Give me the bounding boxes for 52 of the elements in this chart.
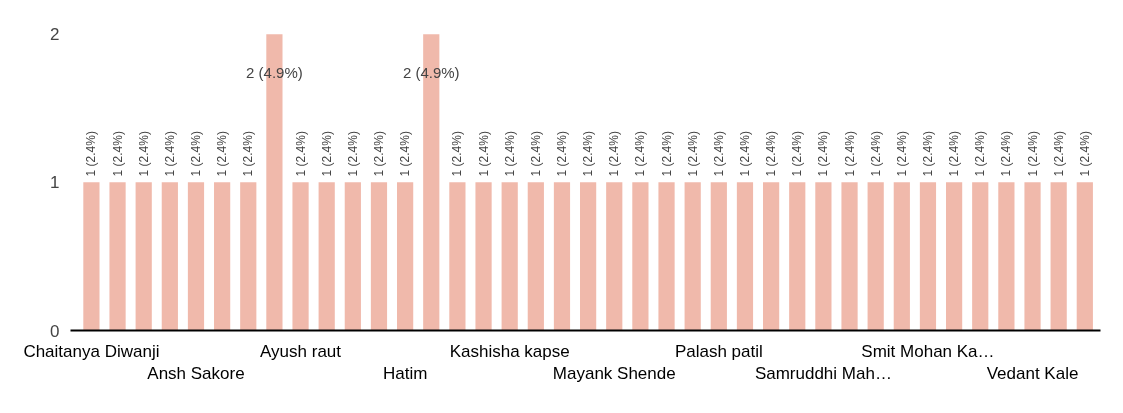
data-label: 1 (2.4%)	[188, 131, 203, 177]
x-tick-label: Vedant Kale	[986, 364, 1079, 384]
data-label: 1 (2.4%)	[868, 131, 883, 177]
data-label: 1 (2.4%)	[920, 131, 935, 177]
data-label: 1 (2.4%)	[162, 131, 177, 177]
x-tick-label: Ayush raut	[260, 341, 342, 361]
x-tick-label: Chaitanya Diwanji	[23, 341, 160, 361]
data-label: 1 (2.4%)	[84, 131, 99, 177]
data-label: 1 (2.4%)	[685, 131, 700, 177]
data-label: 1 (2.4%)	[711, 131, 726, 177]
data-label: 1 (2.4%)	[1051, 131, 1066, 177]
data-label: 1 (2.4%)	[241, 131, 256, 177]
x-tick-label: Hatim	[382, 364, 428, 384]
x-tick-label: Mayank Shende	[552, 364, 676, 384]
x-tick-label: Kashisha kapse	[449, 341, 570, 361]
data-label: 1 (2.4%)	[999, 131, 1014, 177]
data-label: 1 (2.4%)	[502, 131, 517, 177]
data-label: 1 (2.4%)	[110, 131, 125, 177]
data-label: 1 (2.4%)	[450, 131, 465, 177]
x-tick-label: Samruddhi Mah…	[754, 364, 892, 384]
y-tick-label: 2	[50, 25, 60, 45]
data-label: 1 (2.4%)	[293, 131, 308, 177]
data-label: 1 (2.4%)	[659, 131, 674, 177]
data-label: 1 (2.4%)	[528, 131, 543, 177]
data-label: 1 (2.4%)	[345, 131, 360, 177]
data-label: 1 (2.4%)	[581, 131, 596, 177]
x-tick-label: Ansh Sakore	[147, 364, 245, 384]
y-tick-label: 1	[50, 173, 60, 193]
data-label: 2 (4.9%)	[402, 64, 460, 82]
data-label: 1 (2.4%)	[1077, 131, 1092, 177]
data-label: 1 (2.4%)	[136, 131, 151, 177]
data-label: 1 (2.4%)	[398, 131, 413, 177]
data-label: 1 (2.4%)	[1025, 131, 1040, 177]
data-label: 1 (2.4%)	[737, 131, 752, 177]
data-label: 2 (4.9%)	[246, 64, 303, 82]
data-label: 1 (2.4%)	[476, 131, 491, 177]
data-label: 1 (2.4%)	[371, 131, 386, 177]
data-label: 1 (2.4%)	[816, 131, 831, 177]
data-label: 1 (2.4%)	[215, 131, 230, 177]
x-tick-label: Smit Mohan Ka…	[861, 341, 995, 361]
data-label: 1 (2.4%)	[973, 131, 988, 177]
data-label: 1 (2.4%)	[894, 131, 909, 177]
y-tick-label: 0	[50, 321, 60, 341]
x-tick-label: Palash patil	[674, 341, 763, 361]
data-label: 1 (2.4%)	[947, 131, 962, 177]
data-label: 1 (2.4%)	[319, 131, 334, 177]
data-label: 1 (2.4%)	[554, 131, 569, 177]
data-label: 1 (2.4%)	[633, 131, 648, 177]
data-label: 1 (2.4%)	[764, 131, 779, 177]
data-label: 1 (2.4%)	[790, 131, 805, 177]
data-label: 1 (2.4%)	[607, 131, 622, 177]
data-label: 1 (2.4%)	[842, 131, 857, 177]
